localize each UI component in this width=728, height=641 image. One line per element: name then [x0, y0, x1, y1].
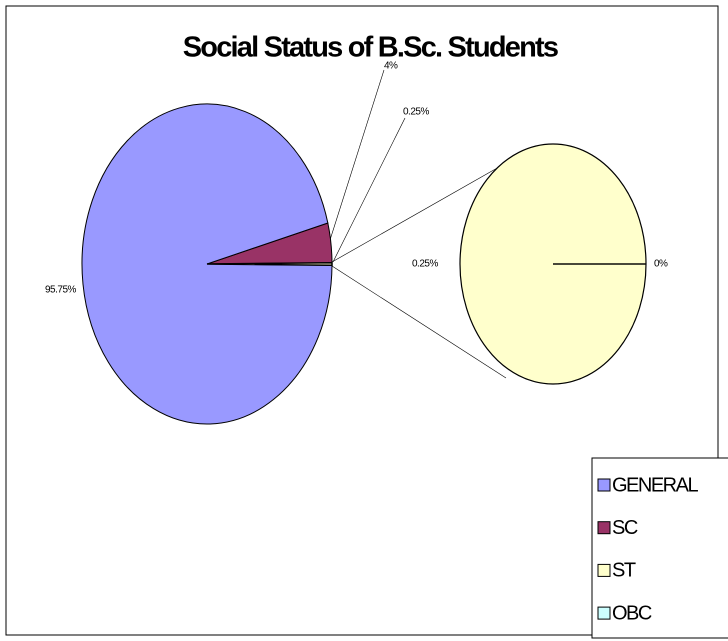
legend-box	[591, 457, 728, 639]
labels: 95.75% 4% 0.25% 0% 0.25%	[45, 61, 669, 296]
chart-title: Social Status of B.Sc. Students	[183, 32, 558, 64]
connector-line	[331, 162, 507, 263]
legend-swatch	[597, 521, 611, 535]
legend-label: SC	[612, 517, 638, 539]
other-slice	[206, 261, 333, 267]
legend-label: GENERAL	[612, 474, 698, 496]
pies	[81, 103, 647, 425]
pie-slice	[81, 103, 333, 425]
legend-swatch	[597, 478, 611, 492]
data-label: 4%	[384, 61, 398, 72]
legend-swatch	[597, 606, 611, 620]
legend: GENERAL SC ST OBC	[597, 474, 700, 624]
data-label: 95.75%	[45, 285, 77, 296]
legend-label: OBC	[612, 602, 652, 624]
data-label: 0.25%	[403, 107, 429, 118]
data-label: 0.25%	[412, 259, 438, 270]
leader-line	[332, 117, 406, 263]
legend-label: ST	[612, 560, 636, 582]
data-label: 0%	[654, 259, 668, 270]
leader-line	[329, 69, 385, 241]
legend-swatch	[597, 563, 611, 577]
connector-line	[331, 265, 507, 379]
